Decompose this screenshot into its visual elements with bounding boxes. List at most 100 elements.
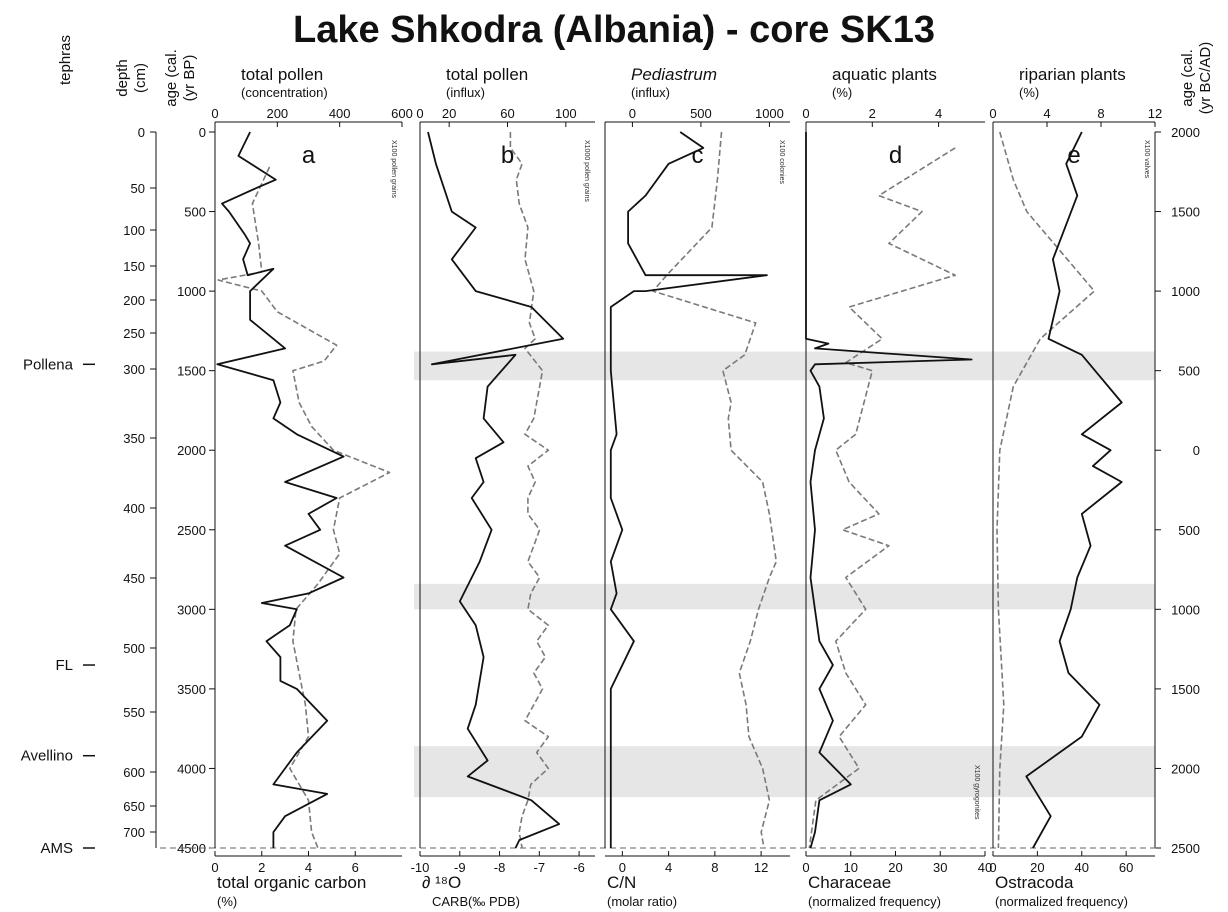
age-bp-tick-label: 3500 <box>177 682 206 697</box>
top-tick-label: 4 <box>935 106 942 121</box>
top-tick-label: 0 <box>416 106 423 121</box>
bottom-tick-label: -6 <box>573 860 585 875</box>
panel-bottom-title: Characeae <box>808 873 891 892</box>
top-tick-label: 0 <box>629 106 636 121</box>
age-bp-tick-label: 1500 <box>177 364 206 379</box>
panel-unit-note: X100 pollen grains <box>390 140 397 198</box>
bottom-tick-label: 20 <box>888 860 902 875</box>
top-tick-label: 1000 <box>755 106 784 121</box>
series-line-a-dashed <box>217 166 391 849</box>
age-bcad-label-line2: (yr BC/AD) <box>1197 42 1214 115</box>
panel-bottom-subtitle: (molar ratio) <box>607 894 677 909</box>
tephra-label: Pollena <box>23 356 74 373</box>
panel-top-title: riparian plants <box>1019 65 1126 84</box>
panel-bottom-subtitle-prefix: CARB <box>432 894 468 909</box>
top-tick-label: 600 <box>391 106 413 121</box>
bottom-tick-label: 8 <box>711 860 718 875</box>
panel-bottom-subtitle: (normalized frequency) <box>808 894 941 909</box>
panel-c: 0 500 1000 0 4 8 12 Pediastrum(influx) C/N (molar… <box>604 65 790 909</box>
figure-title: Lake Shkodra (Albania) - core SK13 <box>293 9 935 51</box>
bottom-tick-label: 12 <box>754 860 768 875</box>
bottom-tick-label: 20 <box>1030 860 1044 875</box>
panel-b: 0 20 60 100 -10 -9 -8 -7 -6 total pollen(influx) ∂… <box>411 65 595 909</box>
depth-tick-label: 500 <box>123 641 145 656</box>
bottom-tick-label: 30 <box>933 860 947 875</box>
depth-tick-label: 50 <box>131 181 145 196</box>
panel-top-title: Pediastrum <box>631 65 717 84</box>
age-bcad-tick-label: 2500 <box>1171 841 1200 856</box>
panel-unit-note: X1000 pollen grains <box>583 140 590 202</box>
top-tick-label: 500 <box>690 106 712 121</box>
depth-tick-label: 400 <box>123 501 145 516</box>
depth-tick-label: 700 <box>123 825 145 840</box>
bottom-tick-label: 10 <box>844 860 858 875</box>
tephra-label: AMS <box>40 840 73 857</box>
age-bp-tick-label: 500 <box>184 205 206 220</box>
tephra-bands <box>414 351 1155 798</box>
bottom-tick-label: 0 <box>802 860 809 875</box>
age-bp-tick-label: 3000 <box>177 602 206 617</box>
panel-bottom-title: Ostracoda <box>995 873 1074 892</box>
top-tick-label: 400 <box>329 106 351 121</box>
panel-bottom-subtitle: (‰ PDB) <box>468 894 520 909</box>
tephra-band-0 <box>414 351 1155 381</box>
panel-top-title: aquatic plants <box>832 65 937 84</box>
age-bcad-tick-label: 2000 <box>1171 125 1200 140</box>
panel-bottom-subtitle: (normalized frequency) <box>995 894 1128 909</box>
panel-top-title: total pollen <box>446 65 528 84</box>
top-tick-label: 60 <box>500 106 514 121</box>
panel-a: 0 200 400 600 0 2 4 6 total pollen(concentration… <box>211 65 412 909</box>
bottom-tick-label: 0 <box>619 860 626 875</box>
top-tick-label: 0 <box>989 106 996 121</box>
panel-top-title: total pollen <box>241 65 323 84</box>
panel-letter: a <box>302 142 316 169</box>
depth-tick-label: 250 <box>123 326 145 341</box>
age-bcad-tick-label: 500 <box>1178 364 1200 379</box>
depth-tick-label: 450 <box>123 571 145 586</box>
series-line-b-solid <box>427 131 565 849</box>
age-bcad-tick-label: 1500 <box>1171 205 1200 220</box>
depth-tick-label: 650 <box>123 799 145 814</box>
age-bp-tick-label: 4000 <box>177 761 206 776</box>
tephra-label: Avellino <box>21 748 73 765</box>
age-bcad-tick-label: 1000 <box>1171 602 1200 617</box>
depth-tick-label: 150 <box>123 259 145 274</box>
top-tick-label: 4 <box>1043 106 1050 121</box>
top-tick-label: 8 <box>1097 106 1104 121</box>
panel-bottom-subtitle: (%) <box>217 894 237 909</box>
depth-tick-label: 300 <box>123 362 145 377</box>
age-bcad-tick-label: 1000 <box>1171 284 1200 299</box>
depth-tick-label: 100 <box>123 223 145 238</box>
bottom-tick-label: 40 <box>978 860 992 875</box>
top-tick-label: 100 <box>555 106 577 121</box>
series-line-c-solid <box>609 131 768 848</box>
top-tick-label: 20 <box>442 106 456 121</box>
age-bcad-tick-label: 0 <box>1193 443 1200 458</box>
bottom-tick-label: -8 <box>494 860 506 875</box>
bottom-tick-label: 2 <box>258 860 265 875</box>
bottom-tick-label: 4 <box>665 860 672 875</box>
depth-tick-label: 200 <box>123 293 145 308</box>
series-line-c-dashed <box>652 131 778 849</box>
depth-tick-label: 600 <box>123 765 145 780</box>
panel-unit-note: X100 colonies <box>778 140 785 184</box>
tephra-band-1 <box>414 583 1155 610</box>
bottom-tick-label: -9 <box>454 860 466 875</box>
bottom-tick-label: 0 <box>989 860 996 875</box>
series-line-d-dashed <box>808 147 957 849</box>
bottom-tick-label: 4 <box>305 860 312 875</box>
panel-top-subtitle: (influx) <box>631 85 670 100</box>
axes-layer: 0 50 100 150 200 250 300 350 400 450 500 550 600 650 7… <box>21 125 1200 857</box>
tephra-label: FL <box>55 657 73 674</box>
series-line-e-dashed <box>996 131 1096 849</box>
depth-tick-label: 0 <box>138 125 145 140</box>
age-bcad-tick-label: 1500 <box>1171 682 1200 697</box>
panel-unit-note: X100 valves <box>1143 140 1150 179</box>
series-line-e-solid <box>1025 131 1123 849</box>
panel-bottom-title: C/N <box>607 873 636 892</box>
panel-top-subtitle: (%) <box>832 85 852 100</box>
age-bcad-label-line1: age (cal. <box>1179 49 1196 107</box>
panel-top-subtitle: (influx) <box>446 85 485 100</box>
